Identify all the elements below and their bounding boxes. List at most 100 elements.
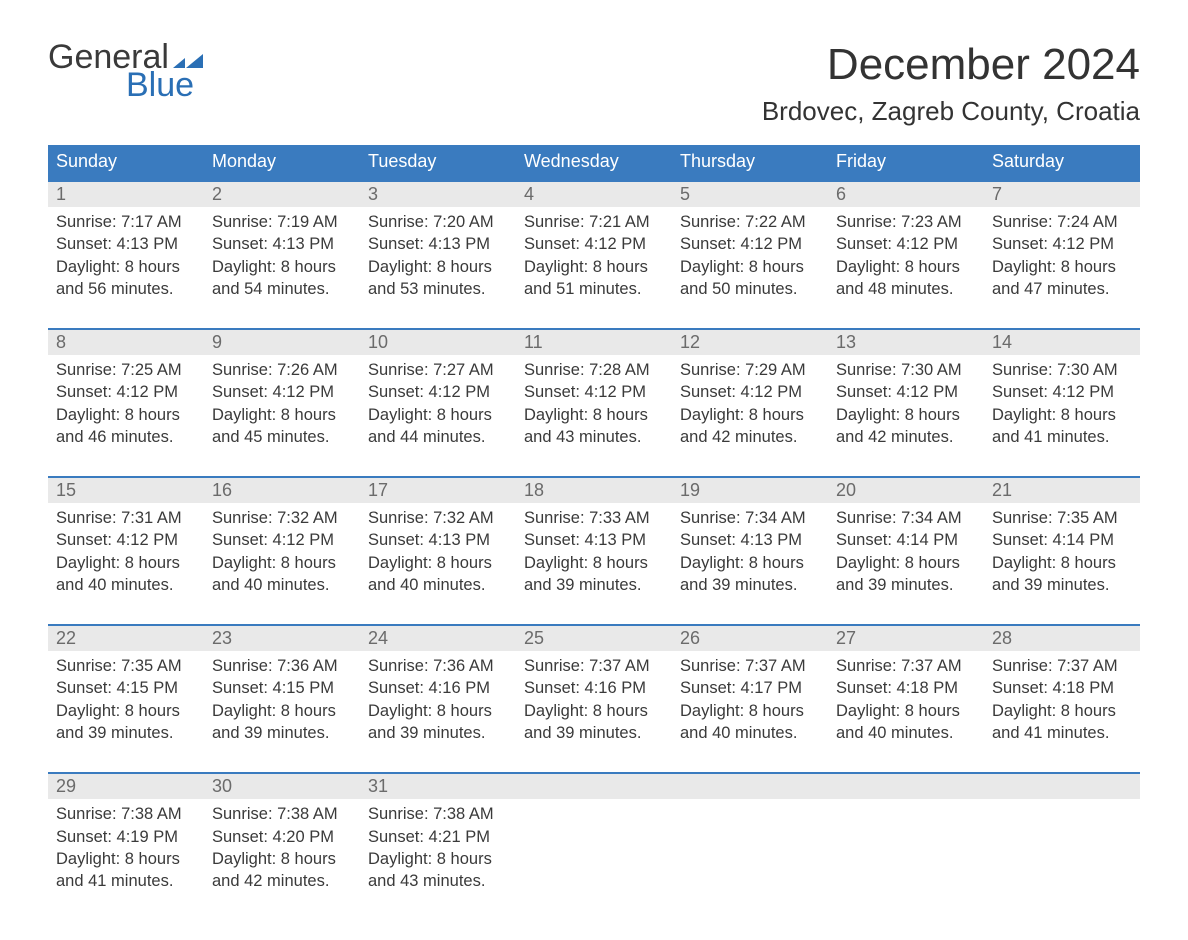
daylight-text-2: and 42 minutes. xyxy=(836,426,976,448)
day-cell: 12 Sunrise: 7:29 AMSunset: 4:12 PMDayligh… xyxy=(672,330,828,456)
day-number: 29 xyxy=(48,774,204,799)
page-title: December 2024 xyxy=(762,40,1140,90)
weekday-header-row: SundayMondayTuesdayWednesdayThursdayFrid… xyxy=(48,145,1140,180)
day-details: Sunrise: 7:36 AMSunset: 4:15 PMDaylight:… xyxy=(212,655,352,744)
day-details: Sunrise: 7:20 AMSunset: 4:13 PMDaylight:… xyxy=(368,211,508,300)
day-number: 23 xyxy=(204,626,360,651)
daylight-text-1: Daylight: 8 hours xyxy=(992,256,1132,278)
sunset-text: Sunset: 4:17 PM xyxy=(680,677,820,699)
day-details: Sunrise: 7:32 AMSunset: 4:12 PMDaylight:… xyxy=(212,507,352,596)
sunrise-text: Sunrise: 7:23 AM xyxy=(836,211,976,233)
daylight-text-1: Daylight: 8 hours xyxy=(992,404,1132,426)
day-details: Sunrise: 7:36 AMSunset: 4:16 PMDaylight:… xyxy=(368,655,508,744)
day-cell: 29 Sunrise: 7:38 AMSunset: 4:19 PMDayligh… xyxy=(48,774,204,900)
sunrise-text: Sunrise: 7:19 AM xyxy=(212,211,352,233)
daylight-text-1: Daylight: 8 hours xyxy=(368,552,508,574)
day-number: 20 xyxy=(828,478,984,503)
day-details: Sunrise: 7:28 AMSunset: 4:12 PMDaylight:… xyxy=(524,359,664,448)
day-number: 19 xyxy=(672,478,828,503)
daylight-text-1: Daylight: 8 hours xyxy=(56,700,196,722)
day-number: 27 xyxy=(828,626,984,651)
day-number: 12 xyxy=(672,330,828,355)
sunset-text: Sunset: 4:12 PM xyxy=(836,381,976,403)
day-cell: 25Sunrise: 7:37 AMSunset: 4:16 PMDayligh… xyxy=(516,626,672,752)
day-cell: 1Sunrise: 7:17 AMSunset: 4:13 PMDaylight… xyxy=(48,182,204,308)
daylight-text-2: and 39 minutes. xyxy=(524,574,664,596)
day-details: Sunrise: 7:24 AMSunset: 4:12 PMDaylight:… xyxy=(992,211,1132,300)
day-number: 4 xyxy=(516,182,672,207)
day-number: 8 xyxy=(48,330,204,355)
daylight-text-2: and 56 minutes. xyxy=(56,278,196,300)
daylight-text-1: Daylight: 8 hours xyxy=(836,256,976,278)
daylight-text-1: Daylight: 8 hours xyxy=(212,848,352,870)
sunrise-text: Sunrise: 7:37 AM xyxy=(680,655,820,677)
day-details: Sunrise: 7:37 AMSunset: 4:17 PMDaylight:… xyxy=(680,655,820,744)
sunrise-text: Sunrise: 7:33 AM xyxy=(524,507,664,529)
day-number: 31 xyxy=(360,774,516,799)
day-details: Sunrise: 7:37 AMSunset: 4:18 PMDaylight:… xyxy=(992,655,1132,744)
day-details: Sunrise: 7:35 AMSunset: 4:15 PMDaylight:… xyxy=(56,655,196,744)
daylight-text-1: Daylight: 8 hours xyxy=(680,256,820,278)
page-header: General Blue December 2024 Brdovec, Zagr… xyxy=(48,40,1140,127)
daylight-text-1: Daylight: 8 hours xyxy=(212,256,352,278)
day-number xyxy=(516,774,672,799)
day-details: Sunrise: 7:27 AMSunset: 4:12 PMDaylight:… xyxy=(368,359,508,448)
sunrise-text: Sunrise: 7:38 AM xyxy=(368,803,508,825)
day-cell: 13Sunrise: 7:30 AMSunset: 4:12 PMDayligh… xyxy=(828,330,984,456)
day-details: Sunrise: 7:34 AMSunset: 4:13 PMDaylight:… xyxy=(680,507,820,596)
sunrise-text: Sunrise: 7:38 AM xyxy=(56,803,196,825)
sunset-text: Sunset: 4:16 PM xyxy=(524,677,664,699)
sunrise-text: Sunrise: 7:25 AM xyxy=(56,359,196,381)
day-cell: 19 Sunrise: 7:34 AMSunset: 4:13 PMDayligh… xyxy=(672,478,828,604)
sunset-text: Sunset: 4:14 PM xyxy=(992,529,1132,551)
week-row: 8 Sunrise: 7:25 AM Sunset: 4:12 PM Daylight… xyxy=(48,328,1140,456)
daylight-text-2: and 41 minutes. xyxy=(56,870,196,892)
daylight-text-1: Daylight: 8 hours xyxy=(56,848,196,870)
sunrise-text: Sunrise: 7:30 AM xyxy=(992,359,1132,381)
day-cell: 26 Sunrise: 7:37 AMSunset: 4:17 PMDayligh… xyxy=(672,626,828,752)
weeks-container: 1Sunrise: 7:17 AMSunset: 4:13 PMDaylight… xyxy=(48,180,1140,900)
day-details: Sunrise: 7:29 AMSunset: 4:12 PMDaylight:… xyxy=(680,359,820,448)
daylight-text-2: and 40 minutes. xyxy=(836,722,976,744)
location-text: Brdovec, Zagreb County, Croatia xyxy=(762,96,1140,127)
weekday-label: Friday xyxy=(828,145,984,180)
day-cell: 2Sunrise: 7:19 AMSunset: 4:13 PMDaylight… xyxy=(204,182,360,308)
day-number: 26 xyxy=(672,626,828,651)
weekday-label: Tuesday xyxy=(360,145,516,180)
day-cell xyxy=(672,774,828,900)
day-number: 18 xyxy=(516,478,672,503)
day-cell: 3Sunrise: 7:20 AMSunset: 4:13 PMDaylight… xyxy=(360,182,516,308)
day-details: Sunrise: 7:38 AMSunset: 4:21 PMDaylight:… xyxy=(368,803,508,892)
daylight-text-2: and 40 minutes. xyxy=(680,722,820,744)
sunrise-text: Sunrise: 7:26 AM xyxy=(212,359,352,381)
sunrise-text: Sunrise: 7:17 AM xyxy=(56,211,196,233)
daylight-text-1: Daylight: 8 hours xyxy=(368,700,508,722)
sunrise-text: Sunrise: 7:37 AM xyxy=(836,655,976,677)
day-details: Sunrise: 7:30 AMSunset: 4:12 PMDaylight:… xyxy=(992,359,1132,448)
daylight-text-2: and 45 minutes. xyxy=(212,426,352,448)
day-cell: 21Sunrise: 7:35 AMSunset: 4:14 PMDayligh… xyxy=(984,478,1140,604)
title-block: December 2024 Brdovec, Zagreb County, Cr… xyxy=(762,40,1140,127)
daylight-text-2: and 51 minutes. xyxy=(524,278,664,300)
sunrise-text: Sunrise: 7:21 AM xyxy=(524,211,664,233)
day-cell: 18Sunrise: 7:33 AMSunset: 4:13 PMDayligh… xyxy=(516,478,672,604)
sunrise-text: Sunrise: 7:35 AM xyxy=(56,655,196,677)
weekday-label: Monday xyxy=(204,145,360,180)
day-number: 13 xyxy=(828,330,984,355)
sunset-text: Sunset: 4:12 PM xyxy=(368,381,508,403)
day-cell: 10 Sunrise: 7:27 AMSunset: 4:12 PMDayligh… xyxy=(360,330,516,456)
day-details: Sunrise: 7:38 AMSunset: 4:19 PMDaylight:… xyxy=(56,803,196,892)
daylight-text-1: Daylight: 8 hours xyxy=(992,552,1132,574)
daylight-text-1: Daylight: 8 hours xyxy=(836,700,976,722)
sunrise-text: Sunrise: 7:24 AM xyxy=(992,211,1132,233)
daylight-text-2: and 42 minutes. xyxy=(212,870,352,892)
sunset-text: Sunset: 4:13 PM xyxy=(56,233,196,255)
day-number: 10 xyxy=(360,330,516,355)
day-cell: 9Sunrise: 7:26 AMSunset: 4:12 PMDaylight… xyxy=(204,330,360,456)
daylight-text-2: and 39 minutes. xyxy=(524,722,664,744)
day-number: 22 xyxy=(48,626,204,651)
sunrise-text: Sunrise: 7:34 AM xyxy=(680,507,820,529)
daylight-text-1: Daylight: 8 hours xyxy=(524,256,664,278)
sunset-text: Sunset: 4:12 PM xyxy=(524,233,664,255)
day-details: Sunrise: 7:23 AMSunset: 4:12 PMDaylight:… xyxy=(836,211,976,300)
